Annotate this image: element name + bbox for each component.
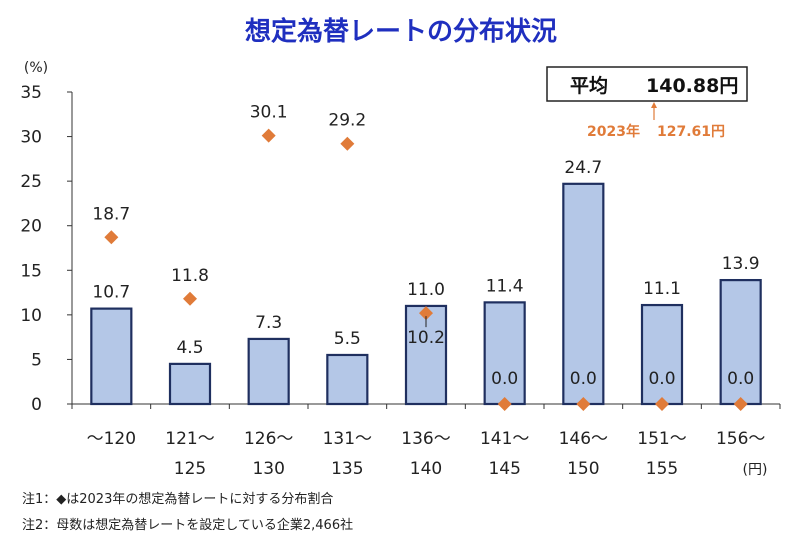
bar	[719, 278, 762, 406]
y-tick-label: 15	[20, 261, 42, 281]
diamond-label: 0.0	[648, 369, 675, 389]
bar-label: 7.3	[255, 313, 282, 333]
category-label: 131～	[323, 429, 372, 449]
average-box: 平均 140.88円	[546, 66, 748, 102]
diamond-label: 10.2	[407, 328, 445, 348]
diamond-marker	[733, 397, 748, 411]
prev-year-arrowhead	[651, 102, 657, 108]
diamond-marker	[419, 306, 433, 321]
category-label-line2: 145	[488, 459, 520, 479]
bar-label: 11.0	[407, 280, 445, 300]
bar-label: 11.1	[643, 279, 681, 299]
category-label-line2: 140	[410, 459, 442, 479]
category-label-line2: 135	[331, 459, 363, 479]
category-label: 156～	[716, 429, 765, 449]
category-label-line2: 130	[252, 459, 284, 479]
category-label: 121～	[165, 429, 214, 449]
plot-area: 0 5 10 15 20 25 30 35 10.7 18.7 ～120 4.5 11.8 121～ 125…	[20, 83, 781, 479]
y-tick-label: 35	[20, 83, 42, 103]
y-tick-label: 25	[20, 172, 42, 192]
category-label-line2: 155	[646, 459, 678, 479]
category-label-line2: 150	[567, 459, 599, 479]
diamond-marker	[261, 128, 276, 143]
bar-label: 5.5	[334, 329, 361, 349]
bar-label: 13.9	[722, 254, 760, 274]
y-tick-label: 10	[20, 306, 42, 326]
y-tick-label: 30	[20, 128, 42, 148]
diamond-marker	[104, 230, 119, 245]
bar	[90, 307, 133, 406]
chart-title: 想定為替レートの分布状況	[245, 16, 557, 47]
prev-year-annotation: 2023年 127.61円	[587, 102, 725, 140]
diamond-marker	[497, 397, 512, 411]
y-tick-label: 5	[31, 350, 42, 370]
prev-year-value: 127.61円	[657, 124, 725, 140]
diamond-marker	[655, 397, 669, 411]
category-label: ～120	[87, 429, 136, 449]
category-label: 151～	[637, 429, 686, 449]
diamond-marker	[183, 291, 197, 306]
bar	[640, 303, 684, 406]
diamond-marker	[576, 397, 591, 411]
y-axis-label: (%)	[24, 60, 48, 76]
bar	[326, 353, 369, 406]
x-axis-unit: (円)	[743, 462, 768, 478]
average-value: 140.88円	[646, 75, 738, 97]
bar-label: 10.7	[92, 283, 130, 303]
category-label-line2: 125	[174, 459, 206, 479]
diamond-label: 0.0	[491, 369, 518, 389]
diamond-label: 0.0	[727, 369, 754, 389]
y-tick-label: 20	[20, 217, 42, 237]
bar-label: 11.4	[486, 276, 524, 296]
note-1: 注1：◆は2023年の想定為替レートに対する分布割合	[22, 492, 334, 507]
bar-label: 4.5	[176, 338, 203, 358]
average-label: 平均	[570, 74, 608, 97]
bar	[168, 362, 212, 406]
category-label: 136～	[401, 429, 450, 449]
diamond-marker	[340, 136, 355, 151]
prev-year-label: 2023年	[587, 123, 640, 140]
y-tick-label: 0	[31, 395, 42, 415]
diamond-label: 29.2	[328, 111, 366, 131]
bar	[562, 182, 605, 406]
diamond-label: 30.1	[250, 103, 288, 123]
bar	[247, 337, 290, 406]
note-2: 注2：母数は想定為替レートを設定している企業2,466社	[22, 518, 354, 533]
category-label: 126～	[244, 429, 293, 449]
category-label: 141～	[480, 429, 529, 449]
diamond-label: 18.7	[92, 204, 130, 224]
bar	[483, 301, 526, 406]
diamond-label: 0.0	[570, 369, 597, 389]
category-label: 146～	[559, 429, 608, 449]
bar-label: 24.7	[564, 158, 602, 178]
diamond-label: 11.8	[171, 266, 209, 286]
